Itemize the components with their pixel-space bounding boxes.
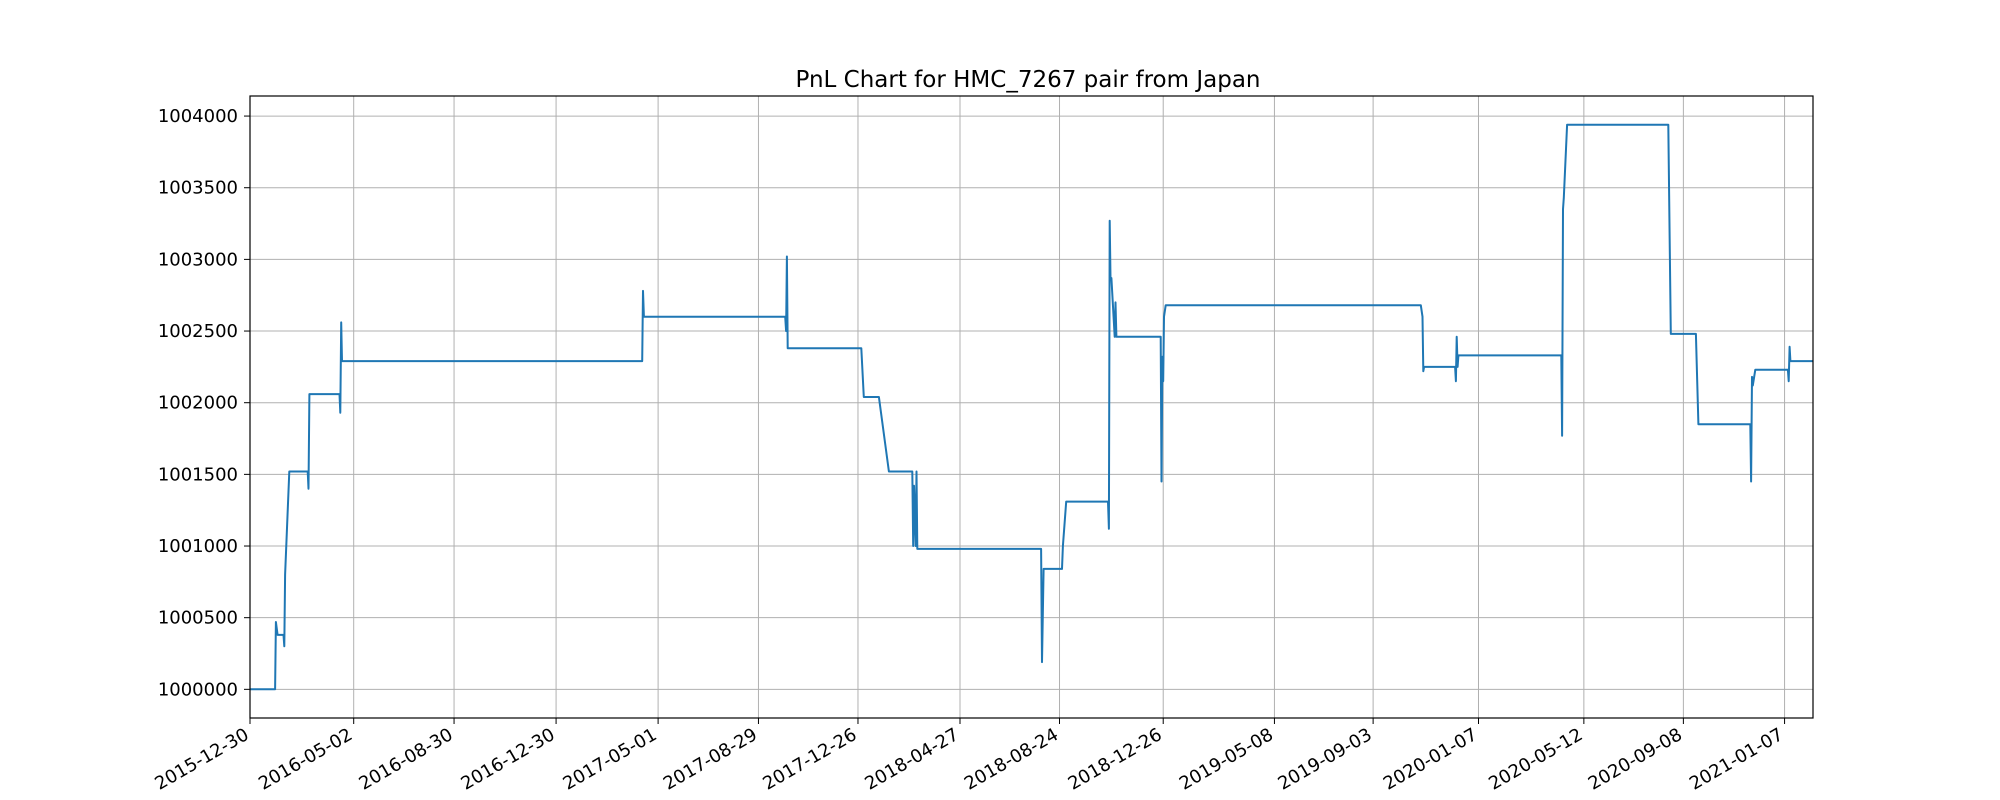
grid-lines bbox=[249, 96, 1813, 718]
series-layer bbox=[250, 123, 1813, 691]
y-tick-label: 1001000 bbox=[158, 536, 238, 557]
y-tick-label: 1001500 bbox=[158, 464, 238, 485]
x-tick-label: 2019-09-03 bbox=[1275, 724, 1376, 794]
y-tick-label: 1003500 bbox=[158, 178, 238, 199]
y-tick-label: 1002500 bbox=[158, 321, 238, 342]
x-tick-label: 2018-08-24 bbox=[961, 724, 1062, 794]
y-tick-label: 1000000 bbox=[158, 679, 238, 700]
x-tick-label: 2020-09-08 bbox=[1585, 724, 1686, 794]
pnl-series-line bbox=[250, 123, 1813, 691]
x-tick-label: 2017-08-29 bbox=[660, 724, 761, 794]
y-tick-label: 1003000 bbox=[158, 249, 238, 270]
x-tick-label: 2019-05-08 bbox=[1176, 724, 1277, 794]
plot-frame bbox=[249, 95, 1814, 719]
x-tick-label: 2020-05-12 bbox=[1485, 724, 1586, 794]
y-tick-label: 1004000 bbox=[158, 106, 238, 127]
y-tick-label: 1000500 bbox=[158, 608, 238, 629]
chart-title: PnL Chart for HMC_7267 pair from Japan bbox=[796, 67, 1261, 93]
y-axis: 1000000 1000500 1001000 1001500 1002000 10025… bbox=[158, 106, 250, 700]
x-tick-label: 2018-12-26 bbox=[1065, 724, 1166, 794]
x-axis: 2015-12-30 2016-05-02 2016-08-30 2016-12-30… bbox=[151, 718, 1787, 795]
x-tick-label: 2017-12-26 bbox=[759, 724, 860, 794]
x-tick-label: 2016-12-30 bbox=[457, 724, 558, 794]
y-tick-label: 1002000 bbox=[158, 393, 238, 414]
x-tick-label: 2016-08-30 bbox=[355, 724, 456, 794]
x-tick-label: 2016-05-02 bbox=[255, 724, 356, 794]
x-tick-label: 2018-04-27 bbox=[861, 724, 962, 794]
x-tick-label: 2015-12-30 bbox=[151, 724, 252, 794]
x-tick-label: 2017-05-01 bbox=[560, 724, 661, 794]
x-tick-label: 2020-01-07 bbox=[1380, 724, 1481, 794]
x-tick-label: 2021-01-07 bbox=[1686, 724, 1787, 794]
